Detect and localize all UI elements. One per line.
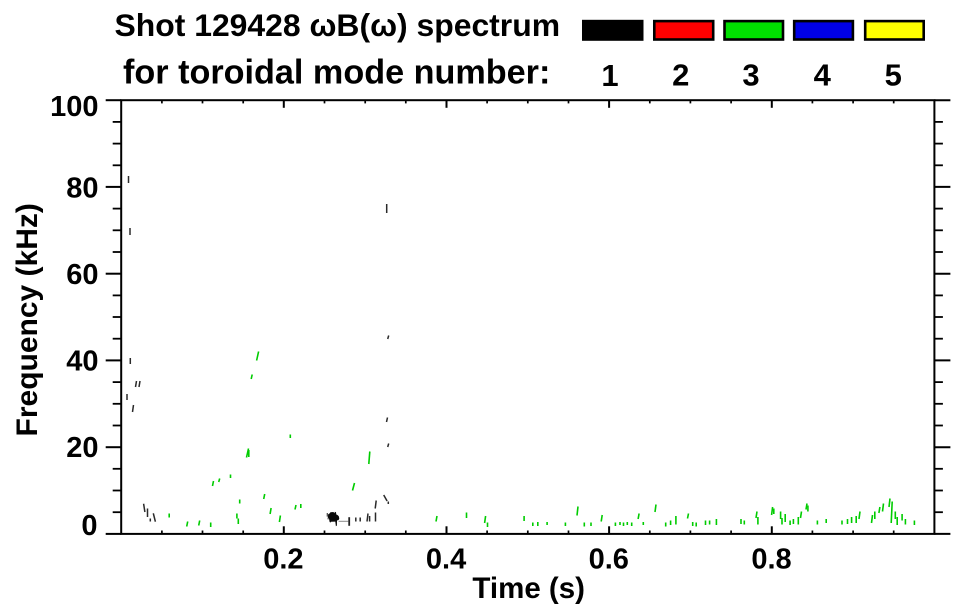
svg-text:40: 40 [66,345,98,377]
svg-text:5: 5 [885,58,902,93]
svg-text:60: 60 [66,259,98,291]
svg-text:0.2: 0.2 [263,544,303,576]
svg-text:100: 100 [50,91,98,123]
svg-text:0.4: 0.4 [426,544,466,576]
svg-text:3: 3 [742,58,759,93]
svg-text:Frequency (kHz): Frequency (kHz) [11,203,44,436]
svg-text:80: 80 [66,172,98,204]
svg-text:0: 0 [81,510,97,542]
svg-text:Time (s): Time (s) [472,572,585,605]
svg-text:0.8: 0.8 [751,544,791,576]
svg-text:Shot 129428 ωB(ω) spectrum: Shot 129428 ωB(ω) spectrum [115,7,561,43]
svg-text:1: 1 [601,58,618,93]
svg-text:4: 4 [814,58,832,93]
svg-text:2: 2 [672,58,689,93]
svg-text:0.6: 0.6 [589,544,629,576]
svg-text:for toroidal mode number:: for toroidal mode number: [123,54,550,92]
svg-text:20: 20 [66,432,98,464]
